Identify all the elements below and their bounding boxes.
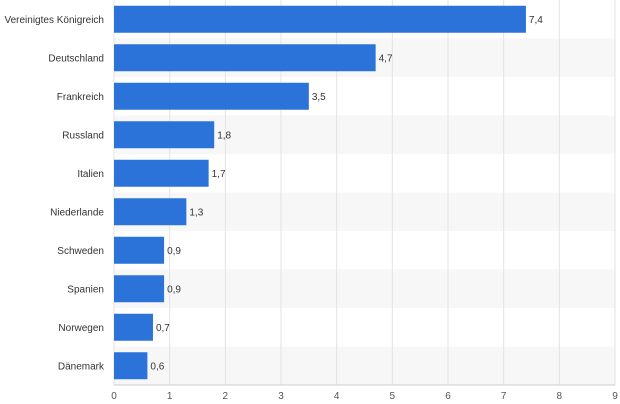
value-label: 7,4 xyxy=(529,15,543,26)
bar xyxy=(114,352,148,380)
x-tick-label: 9 xyxy=(612,391,618,402)
bars xyxy=(114,5,526,380)
bar xyxy=(114,198,187,226)
x-axis-ticks: 0 1 2 3 4 5 6 7 8 9 xyxy=(111,384,618,402)
value-label: 1,8 xyxy=(217,130,231,141)
value-label: 1,7 xyxy=(212,169,226,180)
row-bands xyxy=(114,38,615,385)
bar xyxy=(114,121,215,149)
row-band xyxy=(114,192,615,231)
category-labels: Vereinigtes Königreich Deutschland Frankre… xyxy=(4,15,105,373)
x-tick-label: 4 xyxy=(334,391,340,402)
bar xyxy=(114,313,153,341)
value-label: 0,9 xyxy=(167,246,181,257)
value-label: 1,3 xyxy=(189,207,203,218)
row-band xyxy=(114,269,615,308)
bar xyxy=(114,236,165,264)
bar xyxy=(114,44,376,72)
category-label: Norwegen xyxy=(58,323,104,334)
bar xyxy=(114,159,209,187)
x-tick-label: 6 xyxy=(445,391,451,402)
x-tick-label: 0 xyxy=(111,391,117,402)
value-label: 0,7 xyxy=(156,323,170,334)
category-label: Vereinigtes Königreich xyxy=(4,15,104,26)
category-label: Deutschland xyxy=(48,53,104,64)
value-label: 0,9 xyxy=(167,284,181,295)
category-label: Dänemark xyxy=(58,361,105,372)
category-label: Frankreich xyxy=(57,92,104,103)
bar xyxy=(114,275,165,303)
category-label: Spanien xyxy=(67,284,104,295)
value-labels: 7,4 4,7 3,5 1,8 1,7 1,3 0,9 0,9 0,7 0,6 xyxy=(150,15,543,373)
category-label: Schweden xyxy=(57,246,104,257)
value-label: 0,6 xyxy=(150,361,164,372)
x-tick-label: 7 xyxy=(501,391,507,402)
category-label: Niederlande xyxy=(50,207,104,218)
category-label: Italien xyxy=(77,169,104,180)
x-tick-label: 1 xyxy=(167,391,173,402)
x-tick-label: 2 xyxy=(223,391,229,402)
x-tick-label: 8 xyxy=(557,391,563,402)
bar xyxy=(114,82,309,110)
category-label: Russland xyxy=(62,130,104,141)
value-label: 3,5 xyxy=(312,92,326,103)
row-band xyxy=(114,346,615,385)
bar xyxy=(114,5,526,33)
x-tick-label: 3 xyxy=(278,391,284,402)
value-label: 4,7 xyxy=(379,53,393,64)
x-tick-label: 5 xyxy=(390,391,396,402)
